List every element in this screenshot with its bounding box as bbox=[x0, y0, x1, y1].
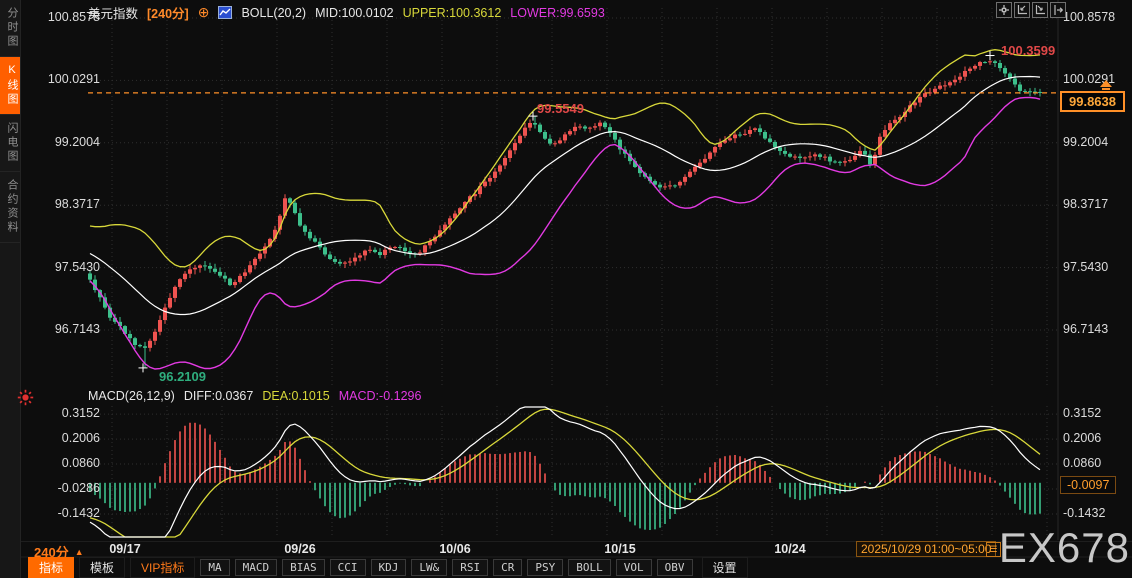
boll-lower-value: LOWER:99.6593 bbox=[510, 5, 605, 20]
date-menu-icon[interactable]: ☰ bbox=[986, 542, 1001, 557]
boll-mid-value: MID:100.0102 bbox=[315, 5, 394, 20]
boll-label: BOLL(20,2) bbox=[241, 5, 307, 20]
axis-tick-label: -0.0286 bbox=[57, 481, 100, 496]
axis-tick-label: 100.0291 bbox=[47, 72, 100, 87]
date-label: 10/06 bbox=[439, 542, 471, 556]
axis-tick-label: 97.5430 bbox=[54, 259, 100, 274]
period-label[interactable]: [240分] bbox=[147, 7, 189, 21]
target-icon[interactable]: ⊕ bbox=[197, 4, 210, 20]
axis-tick-label: 100.8578 bbox=[1063, 10, 1116, 24]
symbol-name: 美元指数 bbox=[88, 7, 139, 21]
current-bar-datetime: 2025/10/29 01:00~05:00 bbox=[856, 541, 997, 557]
chart-header: 美元指数 [240分] ⊕ BOLL(20,2) MID:100.0102 UP… bbox=[88, 3, 605, 22]
sidebar-item-2[interactable]: 闪电图 bbox=[0, 115, 20, 172]
timeframe-up-triangle-icon: ▲ bbox=[74, 547, 84, 557]
indicator-toolbar: 指标 模板 VIP指标 MA MACD BIAS CCI KDJ LW& RSI CR PSY BOLL… bbox=[28, 557, 748, 578]
indicator-button-psy[interactable]: PSY bbox=[527, 559, 564, 576]
indicator-button-bias[interactable]: BIAS bbox=[282, 559, 325, 576]
last-price-tag: 99.8638 bbox=[1060, 90, 1125, 112]
indicator-button-obv[interactable]: OBV bbox=[656, 559, 693, 576]
macd-dea-value: DEA:0.1015 bbox=[262, 389, 330, 403]
indicator-button-lw[interactable]: LW& bbox=[411, 559, 448, 576]
indicator-button-cci[interactable]: CCI bbox=[329, 559, 366, 576]
settings-button[interactable]: 设置 bbox=[701, 557, 748, 578]
timeframe-label[interactable]: 240分 ▲ bbox=[34, 545, 84, 560]
price-up-arrow-base bbox=[1102, 87, 1110, 90]
axis-tick-label: 0.2006 bbox=[61, 431, 100, 446]
zoom-x-left-icon[interactable] bbox=[1014, 2, 1030, 18]
session-high-label: 100.3599 bbox=[1001, 43, 1056, 58]
sidebar-item-0[interactable]: 分时图 bbox=[0, 0, 20, 57]
axis-tick-label: 96.7143 bbox=[1063, 322, 1109, 336]
marked-high-label: 99.5549 bbox=[537, 101, 584, 116]
date-label: 10/15 bbox=[604, 542, 636, 556]
date-axis-row: 240分 ▲ 2025/10/29 01:00~05:00 ☰ 09/17 09/2… bbox=[0, 541, 1132, 560]
indicator-button-macd[interactable]: MACD bbox=[234, 559, 278, 576]
axis-tick-label: -0.1432 bbox=[57, 506, 100, 521]
macd-hist-value: MACD:-0.1296 bbox=[338, 389, 422, 403]
indicator-button-vol[interactable]: VOL bbox=[615, 559, 652, 576]
indicator-button-ma[interactable]: MA bbox=[200, 559, 230, 576]
macd-header: MACD(26,12,9) DIFF:0.0367 DEA:0.1015 MAC… bbox=[88, 389, 421, 403]
macd-title: MACD(26,12,9) bbox=[88, 389, 175, 403]
date-label: 09/17 bbox=[109, 542, 141, 556]
boll-upper-value: UPPER:100.3612 bbox=[402, 5, 502, 20]
axis-tick-label: 99.2004 bbox=[54, 134, 100, 149]
axis-tick-label: 0.2006 bbox=[1063, 431, 1102, 446]
chart-type-sidebar: 分时图 K线图 闪电图 合约资料 bbox=[0, 0, 21, 578]
axis-tick-label: 98.3717 bbox=[54, 197, 100, 212]
indicator-button-rsi[interactable]: RSI bbox=[452, 559, 489, 576]
session-low-label: 96.2109 bbox=[159, 369, 206, 384]
axis-tick-label: 97.5430 bbox=[1063, 259, 1109, 274]
sidebar-item-1[interactable]: K线图 bbox=[0, 57, 20, 115]
indicator-button-cr[interactable]: CR bbox=[493, 559, 523, 576]
indicator-button-kdj[interactable]: KDJ bbox=[370, 559, 407, 576]
sidebar-item-3[interactable]: 合约资料 bbox=[0, 172, 20, 243]
alarm-icon[interactable] bbox=[17, 389, 34, 411]
axis-tick-label: 96.7143 bbox=[54, 322, 100, 336]
price-up-arrow-icon bbox=[1100, 79, 1112, 87]
line-chart-icon[interactable] bbox=[218, 6, 233, 19]
macd-value-tag: -0.0097 bbox=[1060, 475, 1117, 494]
axis-tick-label: 0.3152 bbox=[61, 406, 100, 421]
axis-tick-label: 0.0860 bbox=[61, 456, 100, 471]
axis-tick-label: 98.3717 bbox=[1063, 197, 1109, 212]
chart-tool-buttons bbox=[996, 2, 1066, 18]
axis-tick-label: 99.2004 bbox=[1063, 134, 1109, 149]
toolbar-tab-1[interactable]: 模板 bbox=[79, 557, 126, 578]
zoom-x-right-icon[interactable] bbox=[1032, 2, 1048, 18]
axis-tick-label: -0.1432 bbox=[1063, 506, 1106, 521]
toolbar-tab-2[interactable]: VIP指标 bbox=[130, 557, 196, 578]
pan-right-icon[interactable] bbox=[1050, 2, 1066, 18]
axis-tick-label: 0.3152 bbox=[1063, 406, 1102, 421]
crosshair-icon[interactable] bbox=[996, 2, 1012, 18]
axis-tick-label: 0.0860 bbox=[1063, 456, 1102, 471]
macd-diff-value: DIFF:0.0367 bbox=[183, 389, 254, 403]
toolbar-tab-0[interactable]: 指标 bbox=[28, 557, 75, 578]
axis-tick-label: 100.8578 bbox=[47, 10, 100, 24]
date-label: 09/26 bbox=[284, 542, 316, 556]
indicator-button-boll[interactable]: BOLL bbox=[568, 559, 611, 576]
date-label: 10/24 bbox=[774, 542, 806, 556]
